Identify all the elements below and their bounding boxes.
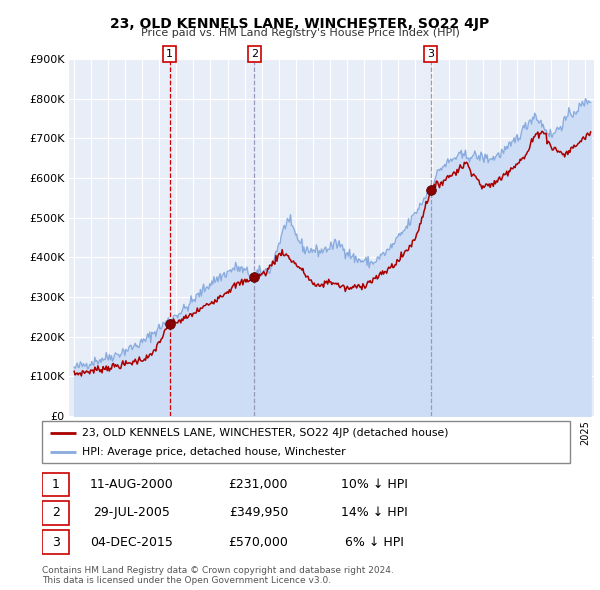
Text: 29-JUL-2005: 29-JUL-2005 [94,506,170,519]
Text: 23, OLD KENNELS LANE, WINCHESTER, SO22 4JP (detached house): 23, OLD KENNELS LANE, WINCHESTER, SO22 4… [82,428,448,438]
FancyBboxPatch shape [42,421,570,463]
Text: £570,000: £570,000 [229,536,289,549]
Text: 1: 1 [52,478,59,491]
Text: 04-DEC-2015: 04-DEC-2015 [91,536,173,549]
Text: 14% ↓ HPI: 14% ↓ HPI [341,506,408,519]
Text: 2: 2 [52,506,59,519]
Text: 23, OLD KENNELS LANE, WINCHESTER, SO22 4JP: 23, OLD KENNELS LANE, WINCHESTER, SO22 4… [110,17,490,31]
Text: HPI: Average price, detached house, Winchester: HPI: Average price, detached house, Winc… [82,447,345,457]
Text: 1: 1 [166,49,173,59]
Text: 3: 3 [52,536,59,549]
Text: £349,950: £349,950 [229,506,288,519]
Text: £231,000: £231,000 [229,478,288,491]
FancyBboxPatch shape [42,501,70,525]
Text: 10% ↓ HPI: 10% ↓ HPI [341,478,408,491]
Text: 2: 2 [251,49,258,59]
FancyBboxPatch shape [42,530,70,554]
FancyBboxPatch shape [42,473,70,496]
Text: Contains HM Land Registry data © Crown copyright and database right 2024.: Contains HM Land Registry data © Crown c… [42,566,394,575]
Text: 3: 3 [427,49,434,59]
Text: This data is licensed under the Open Government Licence v3.0.: This data is licensed under the Open Gov… [42,576,331,585]
Text: Price paid vs. HM Land Registry's House Price Index (HPI): Price paid vs. HM Land Registry's House … [140,28,460,38]
Text: 6% ↓ HPI: 6% ↓ HPI [345,536,404,549]
Text: 11-AUG-2000: 11-AUG-2000 [90,478,173,491]
